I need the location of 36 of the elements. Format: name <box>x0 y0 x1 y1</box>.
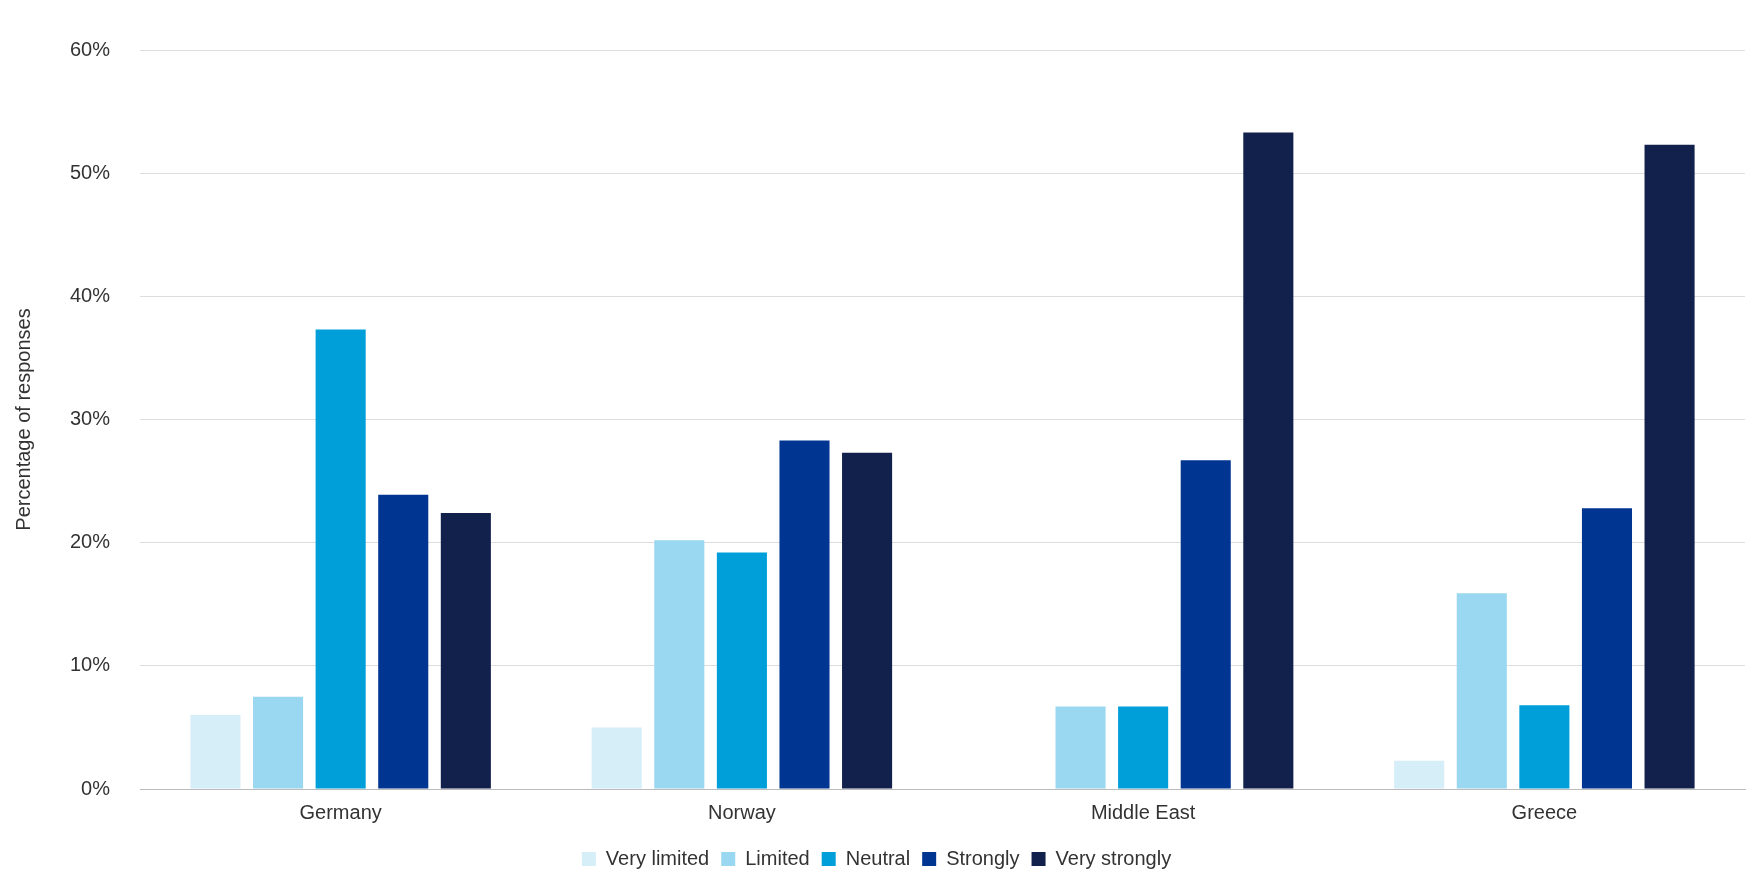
y-tick-label: 40% <box>70 283 111 306</box>
x-tick-label: Greece <box>1511 800 1578 823</box>
y-axis-title: Percentage of responses <box>11 308 34 531</box>
bar <box>716 552 767 789</box>
y-tick-label: 10% <box>70 653 111 676</box>
bar <box>315 329 366 789</box>
bar <box>1118 706 1169 789</box>
bar <box>779 440 830 789</box>
legend-label: Very strongly <box>1055 846 1172 869</box>
x-tick-label: Middle East <box>1090 800 1196 823</box>
legend-label: Neutral <box>845 846 911 869</box>
bar <box>1394 760 1445 789</box>
bar <box>654 540 705 789</box>
bar <box>440 513 491 789</box>
bar <box>842 452 893 789</box>
x-tick-label: Norway <box>707 800 776 823</box>
y-tick-label: 60% <box>70 37 111 60</box>
bar <box>378 494 429 789</box>
legend-label: Limited <box>745 846 810 869</box>
bar <box>1180 460 1231 789</box>
bar <box>1581 508 1633 789</box>
legend-label: Strongly <box>946 846 1020 869</box>
bar <box>1456 593 1507 789</box>
bar <box>1644 144 1695 789</box>
bar <box>591 727 642 789</box>
y-tick-label: 0% <box>81 776 111 799</box>
bar <box>1519 705 1570 789</box>
bar <box>253 696 304 789</box>
bar <box>1055 706 1106 789</box>
bar <box>190 715 241 789</box>
legend-label: Very limited <box>605 846 710 869</box>
x-tick-label: Germany <box>299 800 382 823</box>
y-tick-label: 20% <box>70 530 111 553</box>
y-tick-label: 30% <box>70 407 111 430</box>
y-tick-label: 50% <box>70 160 111 183</box>
bar <box>1243 132 1294 789</box>
